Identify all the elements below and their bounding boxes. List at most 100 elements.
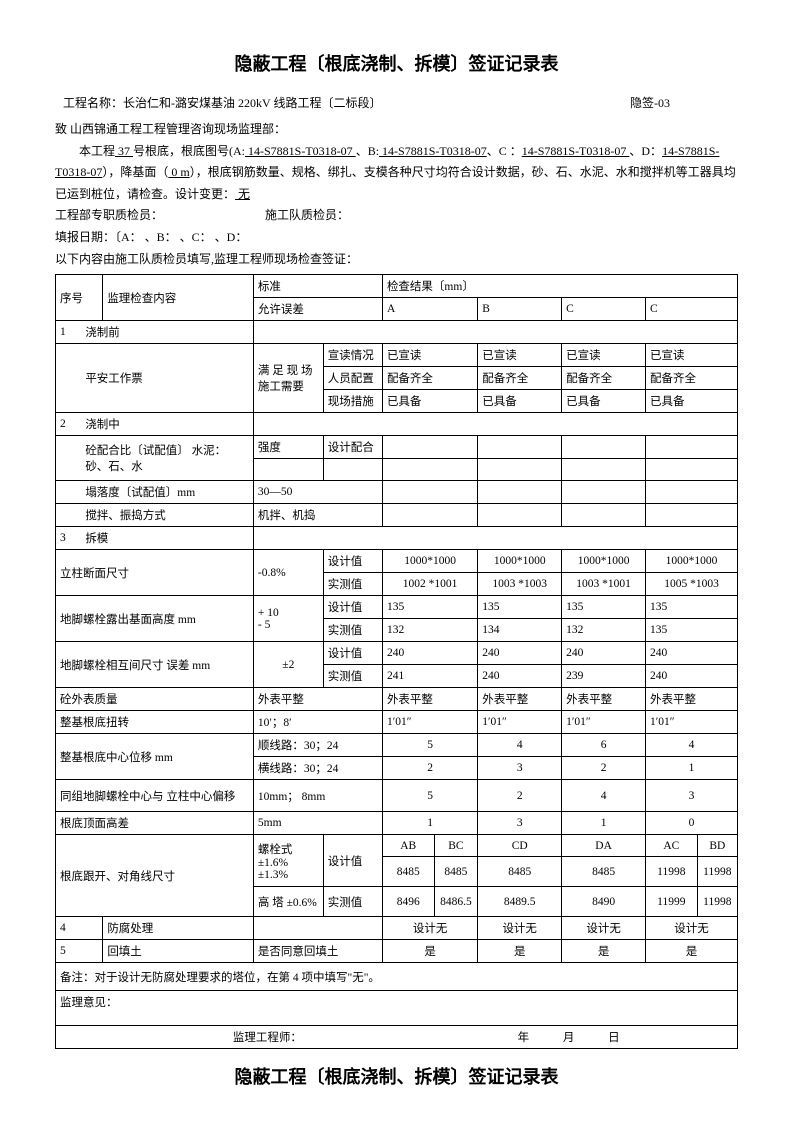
cell: 134 xyxy=(478,619,562,642)
cell: 已宣读 xyxy=(562,344,646,367)
sign-label: 监理工程师： xyxy=(233,1032,302,1044)
cell: BC xyxy=(434,835,478,857)
s2-item2: 塌落度〔试配值〕mm xyxy=(81,481,253,504)
cell: 已具备 xyxy=(478,390,562,413)
cell: 配备齐全 xyxy=(478,367,562,390)
cell: 11998 xyxy=(697,857,737,887)
opinion-text: 监理意见： xyxy=(56,991,738,1026)
cell: 8486.5 xyxy=(434,887,478,917)
cell: 已具备 xyxy=(646,390,738,413)
cell: 1000*1000 xyxy=(562,550,646,573)
cell: 4 xyxy=(478,734,562,757)
cell: 是 xyxy=(646,940,738,963)
cell: 1′01″ xyxy=(646,711,738,734)
intro-2d: 、C ： xyxy=(487,144,522,158)
doc-number: 隐签-03 xyxy=(630,94,670,111)
r2-d: 设计值 xyxy=(323,596,382,619)
intro-2a: 本工程 xyxy=(55,144,115,158)
s1-sub1: 平安工作票 满 足 现 场施工需要 宣读情况 已宣读 已宣读 已宣读 已宣读 xyxy=(56,344,738,367)
cell: CD xyxy=(478,835,562,857)
cell: 1003 *1001 xyxy=(562,573,646,596)
s2-sub2: 塌落度〔试配值〕mm 30—50 xyxy=(56,481,738,504)
r3-d: 设计值 xyxy=(323,642,382,665)
cell: 4 xyxy=(562,780,646,812)
cell: 已宣读 xyxy=(478,344,562,367)
cell: 已具备 xyxy=(562,390,646,413)
r1-label: 立柱断面尺寸 xyxy=(56,550,254,596)
intro-2c: 、B: xyxy=(356,144,379,158)
signature-cell: 监理工程师： 年 月 日 xyxy=(56,1026,738,1049)
r3-m: 实测值 xyxy=(323,665,382,688)
r5-label: 整基根底扭转 xyxy=(56,711,254,734)
cell: 11999 xyxy=(646,887,698,917)
s5-row: 5 回填土 是否同意回填土 是 是 是 是 xyxy=(56,940,738,963)
cell: 1 xyxy=(646,757,738,780)
footer-title: 隐蔽工程〔根底浇制、拆模〕签证记录表 xyxy=(55,1063,738,1089)
r6-label: 整基根底中心位移 mm xyxy=(56,734,254,780)
cell: 8485 xyxy=(434,857,478,887)
cell: 240 xyxy=(478,642,562,665)
s1-no: 1 xyxy=(56,321,82,344)
drawing-c: 14-S7881S-T0318-07 xyxy=(522,144,630,158)
intro-4: 填报日期：〔A： 、B： 、C： 、D： xyxy=(55,230,247,244)
cell: 是 xyxy=(478,940,562,963)
cell: 5 xyxy=(382,780,477,812)
cell: 132 xyxy=(382,619,477,642)
date-d: 日 xyxy=(608,1032,620,1044)
cell: 外表平整 xyxy=(562,688,646,711)
project-name: 长治仁和-潞安煤基油 220kV 线路工程〔二标段〕 xyxy=(123,96,381,110)
r8-tol: 5mm xyxy=(253,812,382,835)
s1-title: 浇制前 xyxy=(81,321,253,344)
r7-label: 同组地脚螺栓中心与 立柱中心偏移 xyxy=(56,780,254,812)
cell: 3 xyxy=(646,780,738,812)
r4-label: 砼外表质量 xyxy=(56,688,254,711)
s3-title: 拆模 xyxy=(81,527,253,550)
cell: 11998 xyxy=(697,887,737,917)
drop: 0 m xyxy=(168,165,189,179)
cell: 设计无 xyxy=(478,917,562,940)
s4-title: 防腐处理 xyxy=(103,917,254,940)
s3-no: 3 xyxy=(56,527,82,550)
r3-tol: ±2 xyxy=(253,642,323,688)
cell: DA xyxy=(562,835,646,857)
cell: 240 xyxy=(478,665,562,688)
col-tolerance: 允许误差 xyxy=(253,298,382,321)
r7-tol: 10mm； 8mm xyxy=(253,780,382,812)
cell: 是 xyxy=(382,940,477,963)
date-y: 年 xyxy=(518,1032,530,1044)
cell: 241 xyxy=(382,665,477,688)
cell: 1′01″ xyxy=(562,711,646,734)
cell: 1 xyxy=(562,812,646,835)
cell: 已具备 xyxy=(382,390,477,413)
cell: 3 xyxy=(478,812,562,835)
r4-row: 砼外表质量 外表平整 外表平整 外表平整 外表平整 外表平整 xyxy=(56,688,738,711)
cell: 135 xyxy=(646,596,738,619)
tower-no: 37 xyxy=(115,144,133,158)
main-table: 序号 监理检查内容 标准 检查结果〔mm〕 允许误差 A B C C 1 浇制前… xyxy=(55,274,738,1049)
s2-val3: 机拌、机捣 xyxy=(253,504,382,527)
cell: 8489.5 xyxy=(478,887,562,917)
date-m: 月 xyxy=(563,1032,575,1044)
cell: 配备齐全 xyxy=(382,367,477,390)
cell: 设计无 xyxy=(562,917,646,940)
r1-tol: -0.8% xyxy=(253,550,323,596)
s1-row: 1 浇制前 xyxy=(56,321,738,344)
cell: 2 xyxy=(478,780,562,812)
r4-tol: 外表平整 xyxy=(253,688,382,711)
intro-text: 致 山西锦通工程工程管理咨询现场监理部： 本工程 37 号根底，根底图号(A: … xyxy=(55,119,738,270)
r2-tol: + 10 - 5 xyxy=(253,596,323,642)
cell: BD xyxy=(697,835,737,857)
cell: 已宣读 xyxy=(382,344,477,367)
cell: 6 xyxy=(562,734,646,757)
cell: 240 xyxy=(382,642,477,665)
s2-val2: 30—50 xyxy=(253,481,382,504)
cell: 1005 *1003 xyxy=(646,573,738,596)
cell: 外表平整 xyxy=(478,688,562,711)
s2-val1: 设计配合 xyxy=(323,436,382,459)
cell: 外表平整 xyxy=(382,688,477,711)
r9-t1: 螺栓式 ±1.6% ±1.3% xyxy=(253,835,323,887)
s4-row: 4 防腐处理 设计无 设计无 设计无 设计无 xyxy=(56,917,738,940)
page-title: 隐蔽工程〔根底浇制、拆模〕签证记录表 xyxy=(55,50,738,76)
r7-row: 同组地脚螺栓中心与 立柱中心偏移 10mm； 8mm 5 2 4 3 xyxy=(56,780,738,812)
note-text: 备注：对于设计无防腐处理要求的塔位，在第 4 项中填写"无"。 xyxy=(56,963,738,991)
